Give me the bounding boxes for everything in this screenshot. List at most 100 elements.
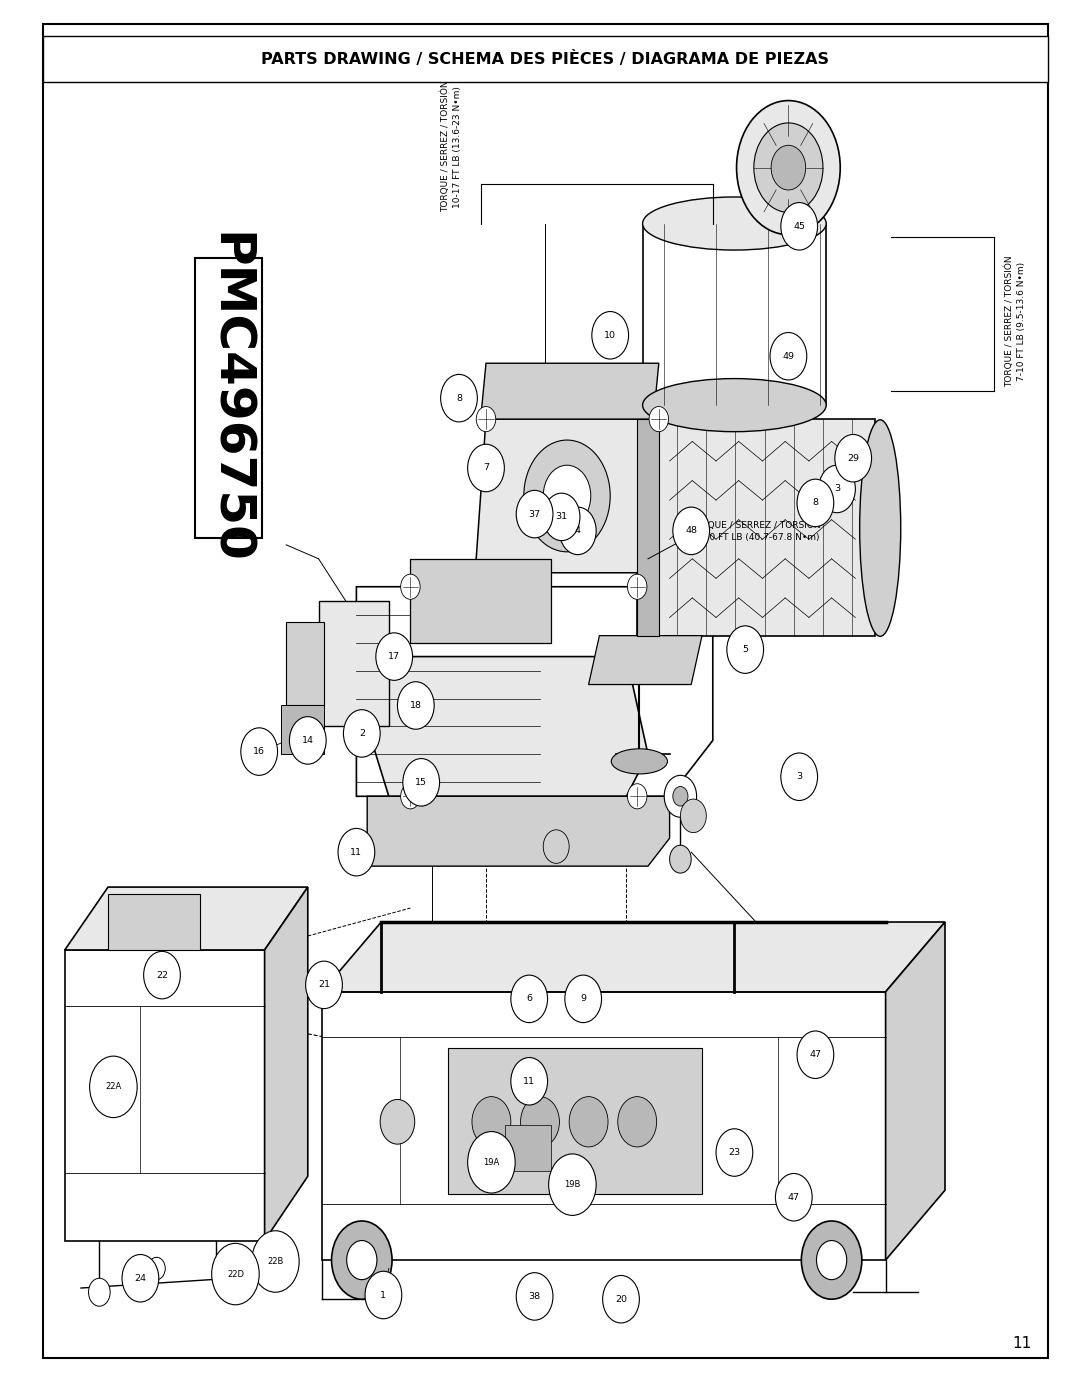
Circle shape [241, 728, 278, 775]
Circle shape [559, 507, 596, 555]
Circle shape [468, 444, 504, 492]
Circle shape [148, 1257, 165, 1280]
Text: 24: 24 [134, 1274, 147, 1282]
Polygon shape [367, 657, 648, 796]
Circle shape [797, 1031, 834, 1078]
Circle shape [627, 784, 647, 809]
Circle shape [332, 1221, 392, 1299]
Text: 11: 11 [523, 1077, 536, 1085]
Polygon shape [356, 587, 713, 796]
Circle shape [670, 845, 691, 873]
Text: 38: 38 [528, 1292, 541, 1301]
Circle shape [212, 1243, 259, 1305]
Circle shape [754, 123, 823, 212]
Circle shape [543, 830, 569, 863]
Circle shape [376, 633, 413, 680]
Text: TORQUE / SERREZ / TORSIÓN
7-10 FT LB (9.5-13.6 N•m): TORQUE / SERREZ / TORSIÓN 7-10 FT LB (9.… [1004, 256, 1026, 387]
Polygon shape [589, 636, 702, 685]
Circle shape [89, 1278, 110, 1306]
Text: PARTS DRAWING / SCHEMA DES PIÈCES / DIAGRAMA DE PIEZAS: PARTS DRAWING / SCHEMA DES PIÈCES / DIAG… [261, 52, 829, 67]
Circle shape [90, 1056, 137, 1118]
Ellipse shape [611, 749, 667, 774]
Polygon shape [65, 950, 265, 1241]
Circle shape [476, 407, 496, 432]
Circle shape [468, 1132, 515, 1193]
Text: 47: 47 [809, 1051, 822, 1059]
Circle shape [365, 1271, 402, 1319]
Ellipse shape [643, 379, 826, 432]
Circle shape [775, 1173, 812, 1221]
Text: 22B: 22B [267, 1257, 284, 1266]
Text: 22A: 22A [105, 1083, 122, 1091]
Circle shape [516, 490, 553, 538]
Circle shape [673, 787, 688, 806]
FancyBboxPatch shape [43, 36, 1048, 82]
Polygon shape [286, 622, 324, 705]
Ellipse shape [860, 419, 901, 637]
Text: 21: 21 [318, 981, 330, 989]
Text: 37: 37 [528, 510, 541, 518]
Ellipse shape [643, 197, 826, 250]
Text: 22D: 22D [227, 1270, 244, 1278]
Circle shape [819, 465, 855, 513]
Circle shape [680, 799, 706, 833]
Polygon shape [281, 705, 324, 754]
Text: 16: 16 [253, 747, 266, 756]
Text: 29: 29 [847, 454, 860, 462]
Polygon shape [448, 1048, 702, 1194]
Circle shape [347, 1241, 377, 1280]
Circle shape [618, 1097, 657, 1147]
Circle shape [472, 1097, 511, 1147]
Circle shape [781, 753, 818, 800]
Polygon shape [322, 992, 886, 1260]
Polygon shape [65, 887, 308, 950]
Circle shape [516, 1273, 553, 1320]
Polygon shape [322, 922, 945, 992]
Text: 8: 8 [456, 394, 462, 402]
Circle shape [252, 1231, 299, 1292]
Circle shape [835, 434, 872, 482]
Text: 1: 1 [380, 1291, 387, 1299]
Circle shape [664, 775, 697, 817]
Polygon shape [265, 887, 308, 1241]
Polygon shape [367, 796, 670, 866]
Circle shape [603, 1275, 639, 1323]
Text: 19A: 19A [483, 1158, 500, 1166]
Circle shape [737, 101, 840, 235]
Polygon shape [637, 419, 875, 636]
Text: PMC496750: PMC496750 [205, 232, 253, 564]
Text: 5: 5 [742, 645, 748, 654]
Text: 4: 4 [575, 527, 581, 535]
Polygon shape [643, 224, 826, 405]
Text: 10: 10 [604, 331, 617, 339]
Text: 19B: 19B [564, 1180, 581, 1189]
Text: 31: 31 [555, 513, 568, 521]
Circle shape [338, 828, 375, 876]
Text: 3: 3 [834, 485, 840, 493]
Circle shape [521, 1097, 559, 1147]
Circle shape [289, 717, 326, 764]
FancyBboxPatch shape [43, 24, 1048, 1358]
Circle shape [549, 1154, 596, 1215]
Circle shape [122, 1255, 159, 1302]
Circle shape [511, 975, 548, 1023]
Circle shape [592, 312, 629, 359]
Text: 15: 15 [415, 778, 428, 787]
Polygon shape [481, 363, 659, 419]
Text: 6: 6 [526, 995, 532, 1003]
Text: 14: 14 [301, 736, 314, 745]
Circle shape [306, 961, 342, 1009]
Circle shape [816, 1241, 847, 1280]
Circle shape [403, 759, 440, 806]
Text: 49: 49 [782, 352, 795, 360]
Text: 2: 2 [359, 729, 365, 738]
Circle shape [343, 710, 380, 757]
Circle shape [649, 407, 669, 432]
Circle shape [781, 203, 818, 250]
Circle shape [627, 574, 647, 599]
Polygon shape [637, 419, 659, 636]
Polygon shape [886, 922, 945, 1260]
Circle shape [771, 145, 806, 190]
Circle shape [441, 374, 477, 422]
Circle shape [380, 1099, 415, 1144]
